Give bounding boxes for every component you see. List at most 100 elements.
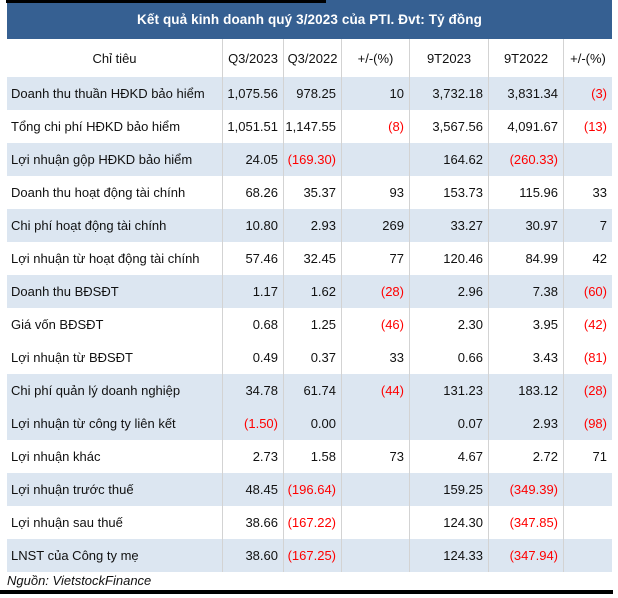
table-row: Giá vốn BĐSĐT 0.68 1.25 (46) 2.30 3.95 (42) — [7, 308, 612, 341]
cell-value: 3.43 — [488, 341, 563, 374]
table-row: Doanh thu thuần HĐKD bảo hiểm 1,075.56 978… — [7, 77, 612, 110]
row-label: Lợi nhuận từ BĐSĐT — [11, 350, 134, 365]
row-label: Lợi nhuận từ hoạt động tài chính — [11, 251, 200, 266]
cell-value: 2.96 — [409, 275, 488, 308]
cell-value: 183.12 — [488, 374, 563, 407]
cell-value: (3) — [563, 77, 612, 110]
table-row: Lợi nhuận gộp HĐKD bảo hiểm 24.05 (169.30)… — [7, 143, 612, 176]
cell-value: 1.58 — [283, 440, 341, 473]
cell-value: 3,567.56 — [409, 110, 488, 143]
table-row: Lợi nhuận từ BĐSĐT 0.49 0.37 33 0.66 3.43 (81) — [7, 341, 612, 374]
cell-value: (349.39) — [488, 473, 563, 506]
cell-value: 3,732.18 — [409, 77, 488, 110]
cell-value: 1.62 — [283, 275, 341, 308]
cell-value: 34.78 — [222, 374, 283, 407]
cell-value: 1.25 — [283, 308, 341, 341]
row-label: Lợi nhuận khác — [11, 449, 101, 464]
table-row: Lợi nhuận khác 2.73 1.58 73 4.67 2.72 71 — [7, 440, 612, 473]
cell-value: 0.68 — [222, 308, 283, 341]
table-row: Chi phí hoạt động tài chính 10.80 2.93 269 3… — [7, 209, 612, 242]
cell-value: (347.94) — [488, 539, 563, 572]
cell-value: (167.22) — [283, 506, 341, 539]
cell-value: 10.80 — [222, 209, 283, 242]
column-header-2: Q3/2022 — [283, 39, 341, 77]
cell-value: (44) — [341, 374, 409, 407]
table-row: Lợi nhuận sau thuế 38.66 (167.22) 124.30 (34… — [7, 506, 612, 539]
cell-value: 33 — [563, 176, 612, 209]
source-note: Nguồn: VietstockFinance — [7, 573, 152, 588]
cell-value: 24.05 — [222, 143, 283, 176]
cell-value: 153.73 — [409, 176, 488, 209]
cell-value: 61.74 — [283, 374, 341, 407]
cell-value: (196.64) — [283, 473, 341, 506]
cell-value — [563, 506, 612, 539]
cell-value: 35.37 — [283, 176, 341, 209]
cell-value — [563, 143, 612, 176]
row-label: Chi phí quản lý doanh nghiệp — [11, 383, 181, 398]
cell-value: 2.93 — [488, 407, 563, 440]
cell-value: 0.66 — [409, 341, 488, 374]
cell-value: 4,091.67 — [488, 110, 563, 143]
cell-value: (46) — [341, 308, 409, 341]
cell-value — [563, 473, 612, 506]
row-label: Lợi nhuận sau thuế — [11, 515, 123, 530]
cell-value: 2.93 — [283, 209, 341, 242]
cell-value: 0.07 — [409, 407, 488, 440]
cell-value: 7 — [563, 209, 612, 242]
cell-value: 3.95 — [488, 308, 563, 341]
cell-value: 7.38 — [488, 275, 563, 308]
cell-value: 1.17 — [222, 275, 283, 308]
cell-value: 48.45 — [222, 473, 283, 506]
bottom-border-line — [0, 590, 613, 594]
column-header-4: 9T2023 — [409, 39, 488, 77]
cell-value: 73 — [341, 440, 409, 473]
cell-value: (98) — [563, 407, 612, 440]
table-body: Doanh thu thuần HĐKD bảo hiểm 1,075.56 978… — [7, 77, 612, 572]
cell-value: 0.49 — [222, 341, 283, 374]
cell-value: 4.67 — [409, 440, 488, 473]
cell-value: 2.30 — [409, 308, 488, 341]
cell-value: 1,075.56 — [222, 77, 283, 110]
cell-value: 2.73 — [222, 440, 283, 473]
table-row: Tổng chi phí HĐKD bảo hiểm 1,051.51 1,147.… — [7, 110, 612, 143]
results-table: Kết quả kinh doanh quý 3/2023 của PTI. Đ… — [7, 0, 612, 589]
cell-value — [341, 539, 409, 572]
column-header-3: +/-(%) — [341, 39, 409, 77]
cell-value: 38.60 — [222, 539, 283, 572]
row-label: Lợi nhuận gộp HĐKD bảo hiểm — [11, 152, 193, 167]
cell-value — [341, 407, 409, 440]
column-header-row: Chỉ tiêu Q3/2023 Q3/2022 +/-(%) 9T2023 9T2022… — [7, 39, 612, 77]
cell-value: 3,831.34 — [488, 77, 563, 110]
cell-value: (260.33) — [488, 143, 563, 176]
cell-value: 71 — [563, 440, 612, 473]
cell-value: 269 — [341, 209, 409, 242]
row-label: Doanh thu hoạt động tài chính — [11, 185, 186, 200]
cell-value: 0.37 — [283, 341, 341, 374]
cell-value: 115.96 — [488, 176, 563, 209]
cell-value: 33.27 — [409, 209, 488, 242]
column-header-5: 9T2022 — [488, 39, 563, 77]
cell-value — [563, 539, 612, 572]
cell-value: 84.99 — [488, 242, 563, 275]
table-row: Lợi nhuận từ công ty liên kết (1.50) 0.00 0… — [7, 407, 612, 440]
cell-value — [341, 143, 409, 176]
table-row: Doanh thu BĐSĐT 1.17 1.62 (28) 2.96 7.38 (60) — [7, 275, 612, 308]
cell-value: (42) — [563, 308, 612, 341]
cell-value: (347.85) — [488, 506, 563, 539]
cell-value: 32.45 — [283, 242, 341, 275]
cell-value: 38.66 — [222, 506, 283, 539]
cell-value: (28) — [341, 275, 409, 308]
cell-value: 93 — [341, 176, 409, 209]
cell-value: 124.30 — [409, 506, 488, 539]
cell-value: 10 — [341, 77, 409, 110]
table-title: Kết quả kinh doanh quý 3/2023 của PTI. Đ… — [7, 0, 612, 39]
cell-value: 0.00 — [283, 407, 341, 440]
cell-value: (60) — [563, 275, 612, 308]
cell-value: 1,147.55 — [283, 110, 341, 143]
row-label: Chi phí hoạt động tài chính — [11, 218, 167, 233]
cell-value: (1.50) — [222, 407, 283, 440]
cell-value — [341, 506, 409, 539]
cell-value: 159.25 — [409, 473, 488, 506]
cell-value: 164.62 — [409, 143, 488, 176]
